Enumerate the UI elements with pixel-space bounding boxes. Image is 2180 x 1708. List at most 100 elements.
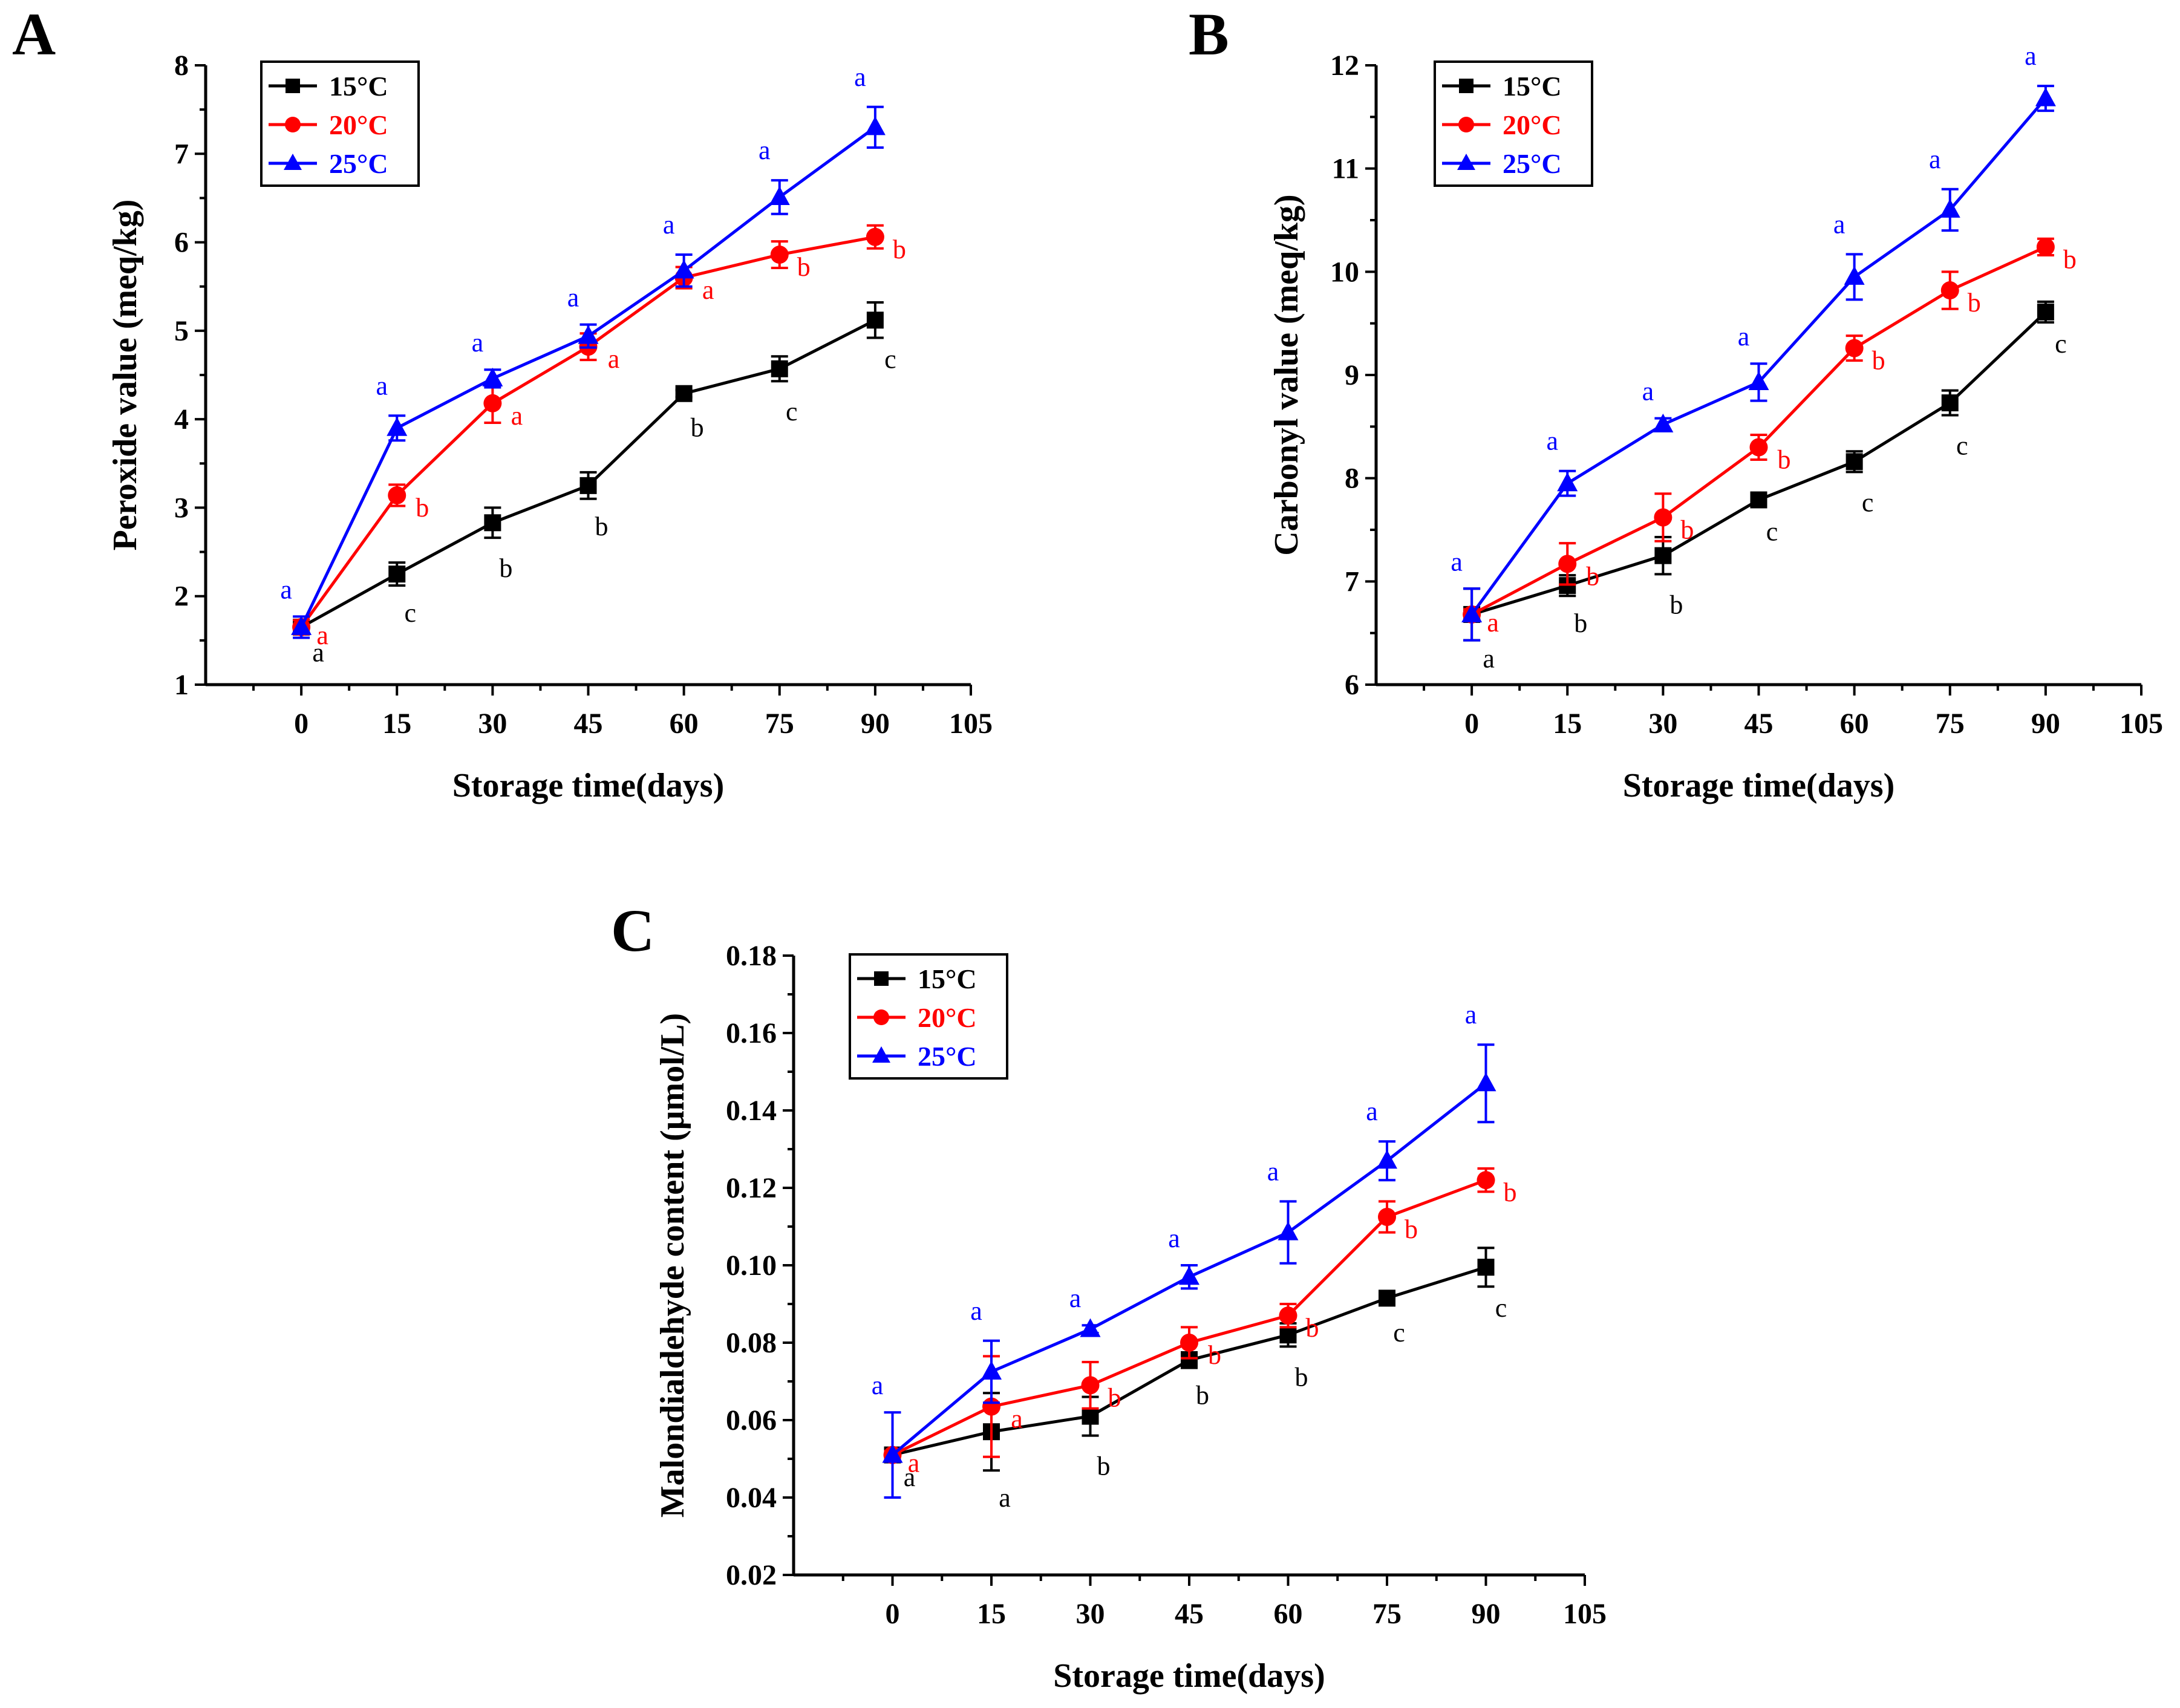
x-tick-label: 15 — [977, 1598, 1006, 1630]
data-point — [1475, 1072, 1496, 1092]
data-point — [675, 385, 693, 402]
significance-letter: a — [567, 283, 579, 313]
significance-letter: a — [316, 621, 328, 650]
significance-letter: a — [472, 328, 484, 357]
x-tick-label: 75 — [1936, 708, 1965, 740]
significance-letter: c — [1393, 1318, 1405, 1348]
data-point — [981, 1361, 1002, 1380]
significance-letter: c — [1766, 517, 1778, 546]
significance-letter: b — [595, 512, 609, 541]
data-point — [482, 367, 503, 386]
data-point — [1278, 1221, 1299, 1240]
legend-label: 25°C — [918, 1041, 977, 1072]
legend-marker — [874, 971, 889, 986]
data-point — [1940, 281, 1959, 300]
data-point — [1557, 472, 1578, 492]
data-point — [1080, 1318, 1101, 1337]
x-tick-label: 60 — [670, 708, 699, 740]
x-tick-label: 15 — [382, 708, 411, 740]
y-tick-label: 7 — [174, 138, 189, 170]
significance-letter: a — [1267, 1156, 1279, 1186]
significance-letter: a — [702, 275, 714, 305]
significance-letter: a — [1546, 426, 1558, 456]
data-point — [1845, 339, 1864, 357]
significance-letter: c — [404, 598, 416, 628]
y-tick-label: 11 — [1332, 153, 1359, 185]
data-point — [770, 246, 789, 264]
data-point — [1748, 371, 1769, 390]
data-point — [1279, 1326, 1297, 1344]
significance-letter: a — [1465, 1000, 1477, 1029]
x-tick-label: 0 — [1464, 708, 1479, 740]
significance-letter: b — [1306, 1313, 1319, 1343]
data-point — [484, 514, 501, 532]
data-point — [1477, 1171, 1495, 1190]
significance-letter: b — [1586, 561, 1599, 591]
data-point — [2036, 238, 2055, 256]
x-tick-label: 105 — [2120, 708, 2163, 740]
x-tick-label: 60 — [1840, 708, 1869, 740]
y-axis-title: Malondialdehyde content (μmol/L) — [654, 1013, 691, 1517]
y-tick-label: 3 — [174, 492, 189, 524]
significance-letter: c — [884, 345, 896, 374]
y-tick-label: 0.12 — [726, 1172, 777, 1204]
legend-marker — [285, 117, 301, 132]
series-line-1 — [300, 235, 876, 628]
data-point — [1279, 1306, 1297, 1325]
data-point — [2037, 303, 2054, 321]
panel-letter: C — [611, 897, 654, 964]
y-tick-label: 6 — [1345, 669, 1359, 701]
significance-letter: a — [759, 135, 771, 165]
significance-letter: a — [312, 638, 324, 668]
data-point — [1461, 603, 1483, 622]
significance-letter: b — [1504, 1178, 1517, 1207]
significance-letter: a — [663, 210, 675, 240]
y-tick-label: 5 — [174, 315, 189, 347]
legend-marker — [284, 154, 302, 170]
y-tick-label: 12 — [1330, 50, 1359, 82]
significance-letter: b — [1872, 346, 1885, 376]
significance-letter: b — [1778, 445, 1791, 474]
significance-letter: a — [904, 1462, 916, 1492]
y-tick-label: 0.08 — [726, 1327, 777, 1359]
y-tick-label: 9 — [1345, 359, 1359, 391]
data-point — [579, 477, 597, 494]
data-point — [1939, 198, 1960, 218]
x-tick-label: 0 — [294, 708, 308, 740]
data-point — [1654, 547, 1672, 564]
data-point — [1082, 1407, 1099, 1425]
data-point — [1558, 555, 1577, 573]
significance-letter: a — [1011, 1404, 1023, 1434]
significance-letter: a — [1833, 209, 1845, 239]
panel-letter: B — [1189, 1, 1229, 68]
legend-label: 20°C — [918, 1002, 977, 1033]
data-point — [1179, 1266, 1199, 1285]
significance-letter: a — [1487, 608, 1499, 637]
significance-letter: a — [1929, 145, 1941, 174]
y-axis-title: Peroxide value (meq/kg) — [106, 200, 144, 551]
panel-letter: A — [12, 1, 56, 68]
significance-letter: a — [1366, 1097, 1378, 1126]
data-point — [1844, 266, 1865, 285]
x-tick-label: 60 — [1274, 1598, 1303, 1630]
significance-letter: a — [872, 1371, 884, 1400]
data-point — [769, 186, 790, 205]
legend-label: 15°C — [329, 71, 388, 102]
data-point — [1378, 1208, 1396, 1226]
significance-letter: b — [1208, 1340, 1221, 1370]
significance-letter: c — [1862, 487, 1874, 517]
data-point — [1845, 453, 1863, 471]
significance-letter: a — [1168, 1224, 1180, 1253]
y-tick-label: 8 — [1345, 463, 1359, 495]
x-tick-label: 30 — [1076, 1598, 1105, 1630]
y-tick-label: 0.06 — [726, 1404, 777, 1436]
x-axis-title: Storage time(days) — [452, 767, 724, 804]
significance-letter: a — [376, 371, 388, 400]
significance-letter: a — [280, 575, 292, 604]
significance-letter: b — [1669, 590, 1683, 619]
data-point — [1654, 508, 1673, 527]
significance-letter: b — [1295, 1362, 1308, 1392]
legend-label: 25°C — [1503, 148, 1562, 179]
data-point — [1750, 491, 1767, 509]
